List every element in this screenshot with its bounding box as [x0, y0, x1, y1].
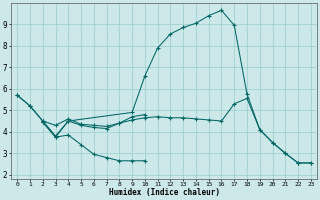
X-axis label: Humidex (Indice chaleur): Humidex (Indice chaleur): [108, 188, 220, 197]
